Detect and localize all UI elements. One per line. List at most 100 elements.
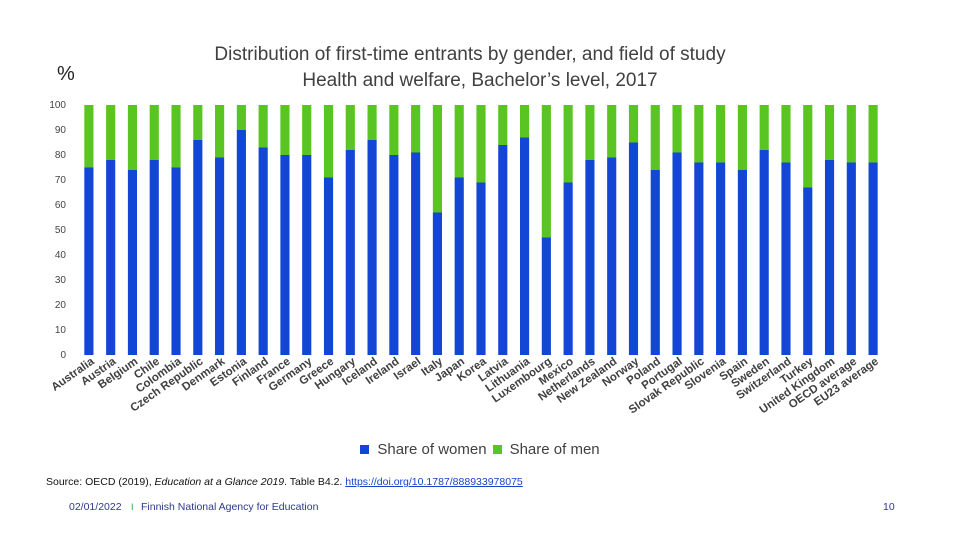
bar-women xyxy=(607,157,617,355)
legend-label-men: Share of men xyxy=(509,441,600,458)
bar-women xyxy=(302,155,312,355)
bar-women xyxy=(628,142,639,355)
bar-women xyxy=(323,177,334,355)
bar-women xyxy=(759,150,769,355)
bar-men xyxy=(127,105,138,170)
bar-men xyxy=(498,105,508,145)
bar-men xyxy=(846,105,856,163)
source-link[interactable]: https://doi.org/10.1787/888933978075 xyxy=(345,476,523,488)
bar-men xyxy=(824,105,835,160)
y-tick-label: 20 xyxy=(55,300,67,311)
bar-men xyxy=(171,105,181,168)
bar-men xyxy=(628,105,639,143)
bar-women xyxy=(432,212,443,355)
bar-men xyxy=(84,105,94,168)
legend-label-women: Share of women xyxy=(377,441,487,458)
y-tick-label: 50 xyxy=(55,225,67,236)
bar-men xyxy=(737,105,747,170)
bar-women xyxy=(824,160,835,355)
bar-women xyxy=(541,237,551,355)
bar-women xyxy=(149,160,159,355)
source-note: Source: OECD (2019), Education at a Glan… xyxy=(46,476,523,488)
bar-men xyxy=(476,105,486,183)
y-tick-label: 60 xyxy=(55,200,67,211)
source-publication: Education at a Glance 2019 xyxy=(154,476,285,488)
bar-men xyxy=(563,105,573,183)
bar-men xyxy=(193,105,203,140)
chart-title: Distribution of first-time entrants by g… xyxy=(214,44,726,65)
bar-women xyxy=(454,177,464,355)
bar-men xyxy=(432,105,443,213)
bar-women xyxy=(345,150,355,355)
bar-men xyxy=(258,105,268,148)
bar-women xyxy=(280,155,290,355)
stacked-bar-chart: 0102030405060708090100AustraliaAustriaBe… xyxy=(49,100,881,416)
legend-swatch-men xyxy=(492,445,502,454)
bar-men xyxy=(454,105,464,178)
bar-women xyxy=(215,157,225,355)
footer-date: 02/01/2022 xyxy=(69,501,122,513)
y-tick-label: 80 xyxy=(55,150,67,161)
bar-women xyxy=(585,160,595,355)
bar-men xyxy=(389,105,399,155)
bar-women xyxy=(84,167,94,355)
bar-women xyxy=(411,152,421,355)
bar-men xyxy=(694,105,704,163)
bar-women xyxy=(236,130,246,355)
bar-women xyxy=(803,187,813,355)
bar-men xyxy=(411,105,421,153)
y-axis-unit: % xyxy=(57,63,75,85)
bar-men xyxy=(650,105,660,170)
bar-men xyxy=(149,105,159,160)
bar-women xyxy=(498,145,508,355)
bar-men xyxy=(803,105,813,188)
bar-men xyxy=(280,105,290,155)
bar-women xyxy=(650,170,660,355)
page-number: 10 xyxy=(883,501,895,513)
chart-legend: Share of women Share of men xyxy=(0,441,960,458)
bar-men xyxy=(868,105,878,163)
y-tick-label: 70 xyxy=(55,175,67,186)
bar-women xyxy=(171,167,181,355)
footer-organization: Finnish National Agency for Education xyxy=(141,501,319,513)
legend-item-men: Share of men xyxy=(492,441,600,458)
bar-men xyxy=(345,105,355,150)
bar-men xyxy=(302,105,312,155)
bar-women xyxy=(367,140,377,355)
y-tick-label: 40 xyxy=(55,250,67,261)
bar-men xyxy=(716,105,726,163)
source-prefix: Source: OECD (2019), xyxy=(46,476,155,488)
y-tick-label: 30 xyxy=(55,275,67,286)
bar-men xyxy=(585,105,595,160)
footer-separator: I xyxy=(131,502,134,512)
bar-women xyxy=(868,162,878,355)
bar-women xyxy=(672,152,682,355)
source-table: . Table B4.2. xyxy=(284,476,346,488)
bar-women xyxy=(258,147,268,355)
bar-women xyxy=(846,162,856,355)
bar-women xyxy=(563,182,573,355)
y-tick-label: 90 xyxy=(55,125,67,136)
bar-men xyxy=(367,105,377,140)
bar-men xyxy=(215,105,225,158)
bar-women xyxy=(781,162,791,355)
bar-men xyxy=(541,105,551,238)
bar-women xyxy=(389,155,399,355)
bar-men xyxy=(781,105,791,163)
chart-subtitle: Health and welfare, Bachelor’s level, 20… xyxy=(302,70,658,91)
bar-men xyxy=(323,105,334,178)
legend-swatch-women xyxy=(360,445,370,454)
y-tick-label: 10 xyxy=(55,325,67,336)
bar-men xyxy=(759,105,769,150)
bar-women xyxy=(519,137,530,355)
bar-women xyxy=(476,182,486,355)
legend-item-women: Share of women xyxy=(360,441,487,458)
bar-women xyxy=(127,170,138,355)
bar-women xyxy=(193,140,203,355)
y-tick-label: 0 xyxy=(60,350,66,361)
bar-women xyxy=(694,162,704,355)
bar-women xyxy=(106,160,116,355)
bar-men xyxy=(607,105,617,158)
bar-men xyxy=(236,105,246,130)
bar-women xyxy=(716,162,726,355)
